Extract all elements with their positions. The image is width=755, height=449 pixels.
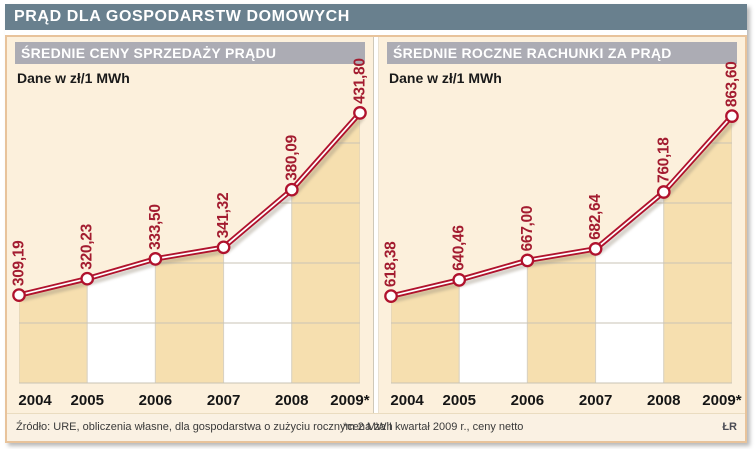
x-axis-label: 2006 — [139, 392, 172, 409]
value-label: 618,38 — [383, 241, 400, 287]
chart-title: ŚREDNIE ROCZNE RACHUNKI ZA PRĄD — [393, 45, 672, 61]
x-axis-label: 2005 — [442, 392, 475, 409]
column-band — [391, 116, 460, 383]
data-point-marker — [384, 289, 398, 303]
value-label: 640,46 — [451, 225, 468, 271]
line-chart-prices: 309,19 2004 320,23 2005 333,50 2006 341,32 2007… — [11, 58, 370, 409]
chart-subtitle: Dane w zł/1 MWh — [17, 70, 130, 86]
x-axis-label: 2006 — [511, 392, 544, 409]
data-point-marker — [12, 288, 26, 302]
x-axis-label: 2008 — [275, 392, 308, 409]
x-axis-label: 2007 — [207, 392, 240, 409]
line-shadow — [21, 115, 365, 302]
value-label: 341,32 — [215, 192, 232, 238]
data-point-marker — [452, 273, 467, 287]
infographic: PRĄD DLA GOSPODARSTW DOMOWYCH ŚREDNIE CE… — [5, 4, 747, 443]
charts-panel: ŚREDNIE CENY SPRZEDAŻY PRĄDU Dane w zł/1… — [5, 35, 747, 443]
column-band — [154, 112, 225, 384]
x-axis-label: 2009* — [702, 392, 741, 409]
footer: Źródło: URE, obliczenia własne, dla gosp… — [7, 413, 745, 441]
footer-credit: ŁR — [722, 421, 737, 433]
value-label: 682,64 — [587, 194, 604, 240]
data-point-marker — [80, 271, 95, 286]
x-axis-label: 2009* — [330, 392, 369, 409]
value-label: 667,00 — [519, 206, 536, 252]
page-title: PRĄD DLA GOSPODARSTW DOMOWYCH — [5, 4, 747, 30]
chart-subtitle: Dane w zł/1 MWh — [389, 70, 502, 86]
chart-title: ŚREDNIE CENY SPRZEDAŻY PRĄDU — [21, 45, 277, 61]
data-line-core — [18, 112, 361, 296]
data-point-marker — [353, 106, 367, 120]
line-shadow — [393, 118, 737, 303]
chart-panel-bills: ŚREDNIE ROCZNE RACHUNKI ZA PRĄD Dane w z… — [379, 37, 745, 413]
line-chart-bills: 618,38 2004 640,46 2005 667,00 2006 682,64 2007… — [383, 62, 742, 409]
panel-divider — [373, 37, 379, 413]
chart-header-prices: ŚREDNIE CENY SPRZEDAŻY PRĄDU — [15, 42, 365, 64]
column-band — [19, 112, 88, 384]
data-point-marker — [216, 240, 231, 255]
x-axis-label: 2005 — [70, 392, 103, 409]
value-label: 320,23 — [79, 223, 96, 269]
value-label: 309,19 — [11, 240, 28, 286]
chart-panel-prices: ŚREDNIE CENY SPRZEDAŻY PRĄDU Dane w zł/1… — [7, 37, 373, 413]
charts-row: ŚREDNIE CENY SPRZEDAŻY PRĄDU Dane w zł/1… — [7, 37, 745, 413]
x-axis-label: 2004 — [390, 392, 424, 409]
data-point-marker — [725, 109, 739, 123]
x-axis-label: 2007 — [579, 392, 612, 409]
column-band — [458, 116, 528, 383]
footer-note: *cena za I kwartał 2009 r., ceny netto — [343, 421, 524, 433]
value-label: 863,60 — [723, 62, 740, 108]
data-point-marker — [520, 253, 535, 268]
x-axis-label: 2008 — [647, 392, 680, 409]
x-axis-label: 2004 — [18, 392, 52, 409]
value-label: 380,09 — [283, 134, 300, 180]
column-band — [526, 116, 597, 383]
value-label: 431,80 — [351, 58, 368, 104]
data-point-marker — [284, 182, 299, 197]
chart-header-bills: ŚREDNIE ROCZNE RACHUNKI ZA PRĄD — [387, 42, 737, 64]
data-point-marker — [656, 185, 671, 199]
data-point-marker — [588, 242, 603, 256]
column-band — [86, 112, 156, 384]
title-gap — [5, 30, 747, 35]
column-band — [291, 112, 360, 384]
column-band — [663, 116, 732, 383]
data-point-marker — [148, 252, 163, 266]
value-label: 760,18 — [655, 137, 672, 183]
footer-source: Źródło: URE, obliczenia własne, dla gosp… — [16, 421, 393, 433]
value-label: 333,50 — [147, 204, 164, 250]
data-line-core — [390, 115, 733, 297]
